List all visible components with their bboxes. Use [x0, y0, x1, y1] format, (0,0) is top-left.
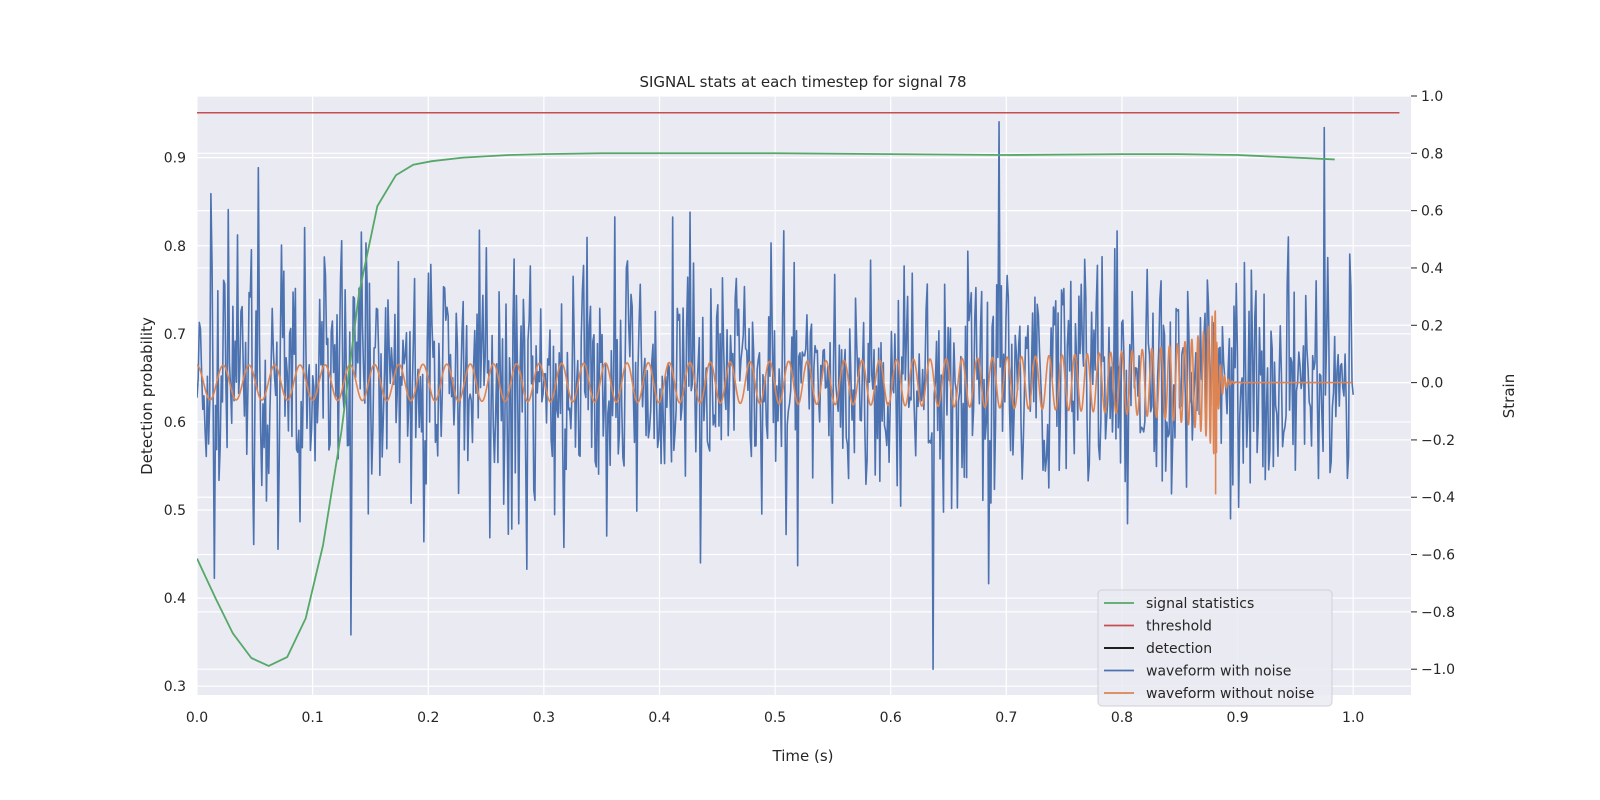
legend-box	[1097, 589, 1333, 707]
y-right-tick-label: 0.2	[1421, 318, 1443, 334]
legend-label: waveform with noise	[1146, 664, 1291, 680]
x-tick-label: 0.1	[301, 710, 323, 726]
x-tick-label: 0.7	[995, 710, 1017, 726]
y-right-tick-label: −0.4	[1421, 490, 1455, 506]
x-tick-label: 0.4	[648, 710, 670, 726]
legend-label: detection	[1146, 641, 1212, 657]
x-tick-label: 0.3	[533, 710, 555, 726]
y-right-tick-label: 0.0	[1421, 376, 1443, 392]
axis-ticks: 0.0 0.1 0.2 0.3 0.4 0.5 0.6 0.7 0.8 0.9 1.0 0.3 0.4 0…	[164, 89, 1455, 726]
legend: signal statistics threshold detection wavef…	[1097, 589, 1333, 707]
y-left-tick-label: 0.7	[164, 327, 186, 343]
series-layer	[197, 111, 1400, 671]
x-tick-label: 0.9	[1226, 710, 1248, 726]
y-right-tick-label: 0.8	[1421, 146, 1443, 162]
chart-title: SIGNAL stats at each timestep for signal…	[639, 73, 966, 91]
y-right-tick-label: 0.4	[1421, 261, 1443, 277]
legend-label: signal statistics	[1146, 596, 1254, 612]
x-tick-label: 0.0	[186, 710, 208, 726]
x-tick-label: 1.0	[1342, 710, 1364, 726]
x-axis-label: Time (s)	[772, 747, 834, 765]
x-tick-label: 0.6	[880, 710, 902, 726]
y-right-tick-label: −0.2	[1421, 433, 1455, 449]
legend-label: waveform without noise	[1146, 686, 1314, 702]
series-line-signal-statistics	[197, 152, 1335, 667]
y-left-tick-label: 0.5	[164, 503, 186, 519]
y-right-tick-label: 1.0	[1421, 89, 1443, 105]
y-left-tick-label: 0.9	[164, 151, 186, 167]
series-line-waveform-with-noise	[197, 120, 1354, 671]
series-line-waveform-without-noise	[197, 310, 1354, 455]
legend-label: threshold	[1146, 619, 1212, 635]
y-right-tick-label: −1.0	[1421, 662, 1455, 678]
y-left-tick-label: 0.4	[164, 591, 186, 607]
y-left-tick-label: 0.8	[164, 239, 186, 255]
x-tick-label: 0.5	[764, 710, 786, 726]
y-right-tick-label: −0.6	[1421, 548, 1455, 564]
y-left-tick-label: 0.3	[164, 679, 186, 695]
y-right-tick-label: 0.6	[1421, 204, 1443, 220]
y-axis-label-right: Strain	[1500, 374, 1518, 418]
y-right-tick-label: −0.8	[1421, 605, 1455, 621]
x-tick-label: 0.8	[1111, 710, 1133, 726]
x-tick-label: 0.2	[417, 710, 439, 726]
y-left-tick-label: 0.6	[164, 415, 186, 431]
y-axis-label-left: Detection probability	[138, 317, 156, 475]
